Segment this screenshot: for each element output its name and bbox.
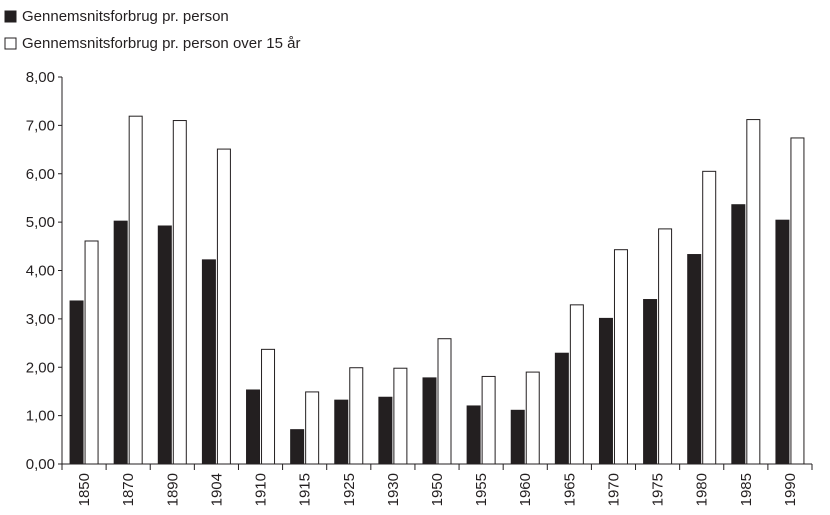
x-tick-label: 1930 [385, 473, 402, 506]
bar-series-2-1950 [437, 338, 452, 465]
x-tick-label: 1960 [517, 473, 534, 506]
bar-series-1-1970 [598, 317, 613, 465]
x-tick-label: 1980 [694, 473, 711, 506]
bar-series-2-1904 [216, 148, 231, 465]
bar-series-1-1990 [775, 219, 790, 465]
bar-series-1-1870 [113, 220, 128, 465]
y-tick-label: 0,00 [26, 456, 55, 473]
y-tick-label: 8,00 [26, 69, 55, 86]
x-tick-label: 1925 [341, 473, 358, 506]
bar-series-1-1975 [643, 299, 658, 465]
y-tick-label: 2,00 [26, 359, 55, 376]
x-tick-label: 1955 [473, 473, 490, 506]
bar-series-2-1925 [349, 367, 364, 465]
y-tick-label: 1,00 [26, 408, 55, 425]
bar-series-1-1915 [290, 429, 305, 465]
bar-series-1-1965 [554, 352, 569, 465]
x-tick-label: 1990 [782, 473, 799, 506]
y-tick-label: 3,00 [26, 311, 55, 328]
x-tick-label: 1985 [738, 473, 755, 506]
bar-series-1-1910 [246, 389, 261, 465]
bars [69, 115, 805, 465]
x-tick-label: 1870 [120, 473, 137, 506]
axes [58, 76, 813, 470]
y-tick-label: 5,00 [26, 214, 55, 231]
bar-series-1-1960 [510, 409, 525, 465]
x-tick-label: 1950 [429, 473, 446, 506]
bar-series-2-1955 [481, 375, 496, 465]
y-tick-label: 6,00 [26, 166, 55, 183]
x-tick-label: 1970 [605, 473, 622, 506]
bar-series-2-1980 [702, 170, 717, 465]
x-tick-label: 1850 [76, 473, 93, 506]
legend: Gennemsnitsforbrug pr. person Gennemsnit… [4, 8, 300, 52]
bar-series-1-1985 [731, 204, 746, 465]
bar-series-1-1850 [69, 300, 84, 465]
x-tick-label: 1965 [561, 473, 578, 506]
bar-series-2-1890 [172, 120, 187, 465]
bar-series-1-1930 [378, 396, 393, 465]
bar-series-1-1890 [157, 225, 172, 465]
tick-labels: 0,00 1,00 2,00 3,00 4,00 5,00 6,00 7,00 8,00 1850… [26, 69, 799, 506]
y-tick-label: 4,00 [26, 263, 55, 280]
x-tick-label: 1904 [208, 473, 225, 506]
x-tick-label: 1975 [650, 473, 667, 506]
bar-series-1-1980 [687, 254, 702, 465]
bar-series-2-1985 [746, 119, 761, 465]
x-tick-label: 1890 [164, 473, 181, 506]
bar-series-1-1955 [466, 405, 481, 465]
legend-label-series-2: Gennemsnitsforbrug pr. person over 15 år [22, 35, 300, 52]
bar-series-2-1870 [128, 115, 143, 465]
bar-series-2-1910 [261, 348, 276, 465]
legend-label-series-1: Gennemsnitsforbrug pr. person [22, 8, 229, 25]
y-tick-label: 7,00 [26, 117, 55, 134]
bar-series-2-1965 [569, 304, 584, 465]
legend-swatch-series-2 [4, 37, 17, 50]
legend-swatch-series-1 [4, 10, 17, 23]
bar-series-1-1904 [201, 259, 216, 465]
x-tick-label: 1910 [253, 473, 270, 506]
bar-series-2-1915 [305, 391, 320, 465]
x-tick-label: 1915 [297, 473, 314, 506]
bar-series-2-1990 [790, 137, 805, 465]
bar-series-2-1970 [613, 249, 628, 465]
bar-series-2-1975 [658, 228, 673, 465]
bar-series-2-1960 [525, 371, 540, 465]
bar-series-2-1930 [393, 367, 408, 465]
bar-series-2-1850 [84, 240, 99, 465]
bar-series-1-1950 [422, 377, 437, 465]
bar-series-1-1925 [334, 399, 349, 465]
